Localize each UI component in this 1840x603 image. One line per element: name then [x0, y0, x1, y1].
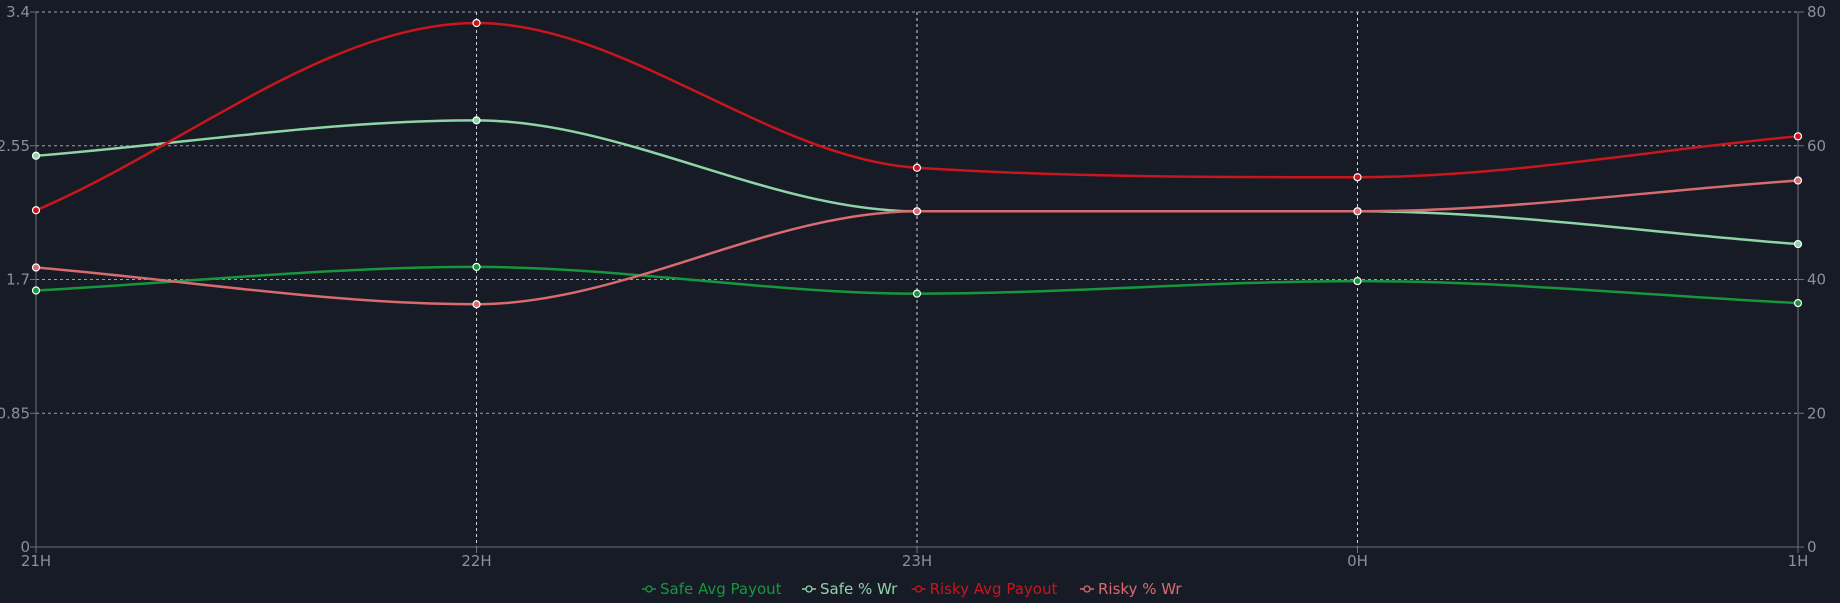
y-left-tick-label: 0.85	[0, 404, 30, 422]
legend-marker-icon	[805, 585, 813, 593]
legend-item-risky-wr[interactable]: Risky % Wr	[1080, 580, 1182, 598]
y-left-tick-label: 3.4	[6, 3, 30, 21]
data-point-safe-avg-payout	[472, 262, 481, 272]
data-point-safe-wr	[472, 116, 481, 125]
gridlines	[36, 11, 1798, 547]
x-tick-label: 22H	[461, 552, 491, 570]
x-tick-label: 23H	[902, 552, 932, 570]
data-point-risky-wr	[472, 300, 481, 309]
tick-labels: 0 0.85 1.7 2.55 3.4 0 20 40 60 80 21H 22H 23H 0H 1H	[0, 3, 1826, 570]
y-left-tick-label: 0	[20, 538, 30, 556]
data-point-safe-avg-payout	[912, 289, 922, 298]
y-right-tick-label: 20	[1807, 404, 1826, 422]
x-tick-label: 21H	[21, 552, 51, 570]
data-point-risky-wr	[1793, 176, 1803, 185]
legend-marker-icon	[1083, 585, 1091, 593]
data-point-risky-wr	[31, 263, 41, 272]
legend-label: Risky Avg Payout	[930, 580, 1058, 598]
data-point-safe-wr	[1793, 239, 1803, 249]
data-point-risky-wr	[912, 207, 922, 216]
legend-label: Safe Avg Payout	[660, 580, 782, 598]
data-point-safe-avg-payout	[1793, 299, 1803, 308]
data-point-safe-avg-payout	[31, 286, 41, 295]
legend[interactable]: Safe Avg Payout Safe % Wr Risky Avg Payout…	[642, 580, 1182, 598]
data-point-risky-wr	[1353, 207, 1362, 216]
data-point-risky-avg-payout	[1793, 132, 1803, 141]
legend-label: Risky % Wr	[1098, 580, 1182, 598]
data-point-risky-avg-payout	[912, 163, 922, 172]
legend-item-risky-avg-payout[interactable]: Risky Avg Payout	[911, 580, 1058, 598]
data-point-safe-avg-payout	[1353, 276, 1362, 286]
y-right-tick-label: 40	[1807, 271, 1826, 289]
legend-marker-icon	[645, 585, 653, 593]
y-right-tick-label: 60	[1807, 137, 1826, 155]
series-points	[31, 18, 1803, 309]
data-point-risky-avg-payout	[472, 18, 481, 28]
x-tick-label: 1H	[1788, 552, 1809, 570]
legend-item-safe-wr[interactable]: Safe % Wr	[802, 580, 898, 598]
x-tick-label: 0H	[1347, 552, 1368, 570]
axes	[30, 11, 1804, 553]
legend-marker-icon	[914, 585, 923, 593]
legend-item-safe-avg-payout[interactable]: Safe Avg Payout	[642, 580, 782, 598]
y-left-tick-label: 1.7	[6, 271, 30, 289]
series-line-risky-avg-payout	[35, 21, 1799, 212]
legend-label: Safe % Wr	[820, 580, 898, 598]
y-right-tick-label: 80	[1807, 3, 1826, 21]
y-right-tick-label: 0	[1807, 538, 1817, 556]
data-point-risky-avg-payout	[31, 206, 41, 215]
data-point-risky-avg-payout	[1353, 173, 1362, 182]
y-left-tick-label: 2.55	[0, 137, 30, 155]
data-point-safe-wr	[31, 151, 41, 160]
